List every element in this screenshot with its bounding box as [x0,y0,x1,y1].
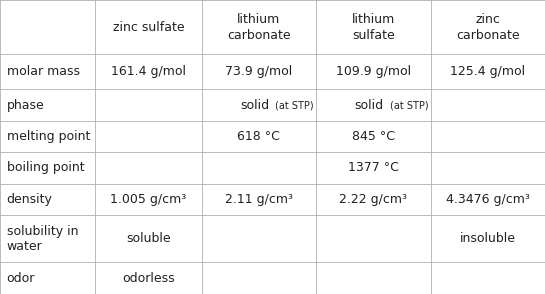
Text: (at STP): (at STP) [275,100,314,110]
Text: lithium
carbonate: lithium carbonate [227,13,290,42]
Text: odorless: odorless [122,272,175,285]
Text: 73.9 g/mol: 73.9 g/mol [225,65,293,78]
Text: soluble: soluble [126,232,171,245]
Text: density: density [7,193,52,206]
Text: lithium
sulfate: lithium sulfate [352,13,395,42]
Text: 4.3476 g/cm³: 4.3476 g/cm³ [446,193,530,206]
Text: boiling point: boiling point [7,161,84,175]
Text: 125.4 g/mol: 125.4 g/mol [450,65,525,78]
Text: 2.11 g/cm³: 2.11 g/cm³ [225,193,293,206]
Text: (at STP): (at STP) [390,100,428,110]
Text: odor: odor [7,272,35,285]
Text: solid: solid [354,98,383,111]
Text: 845 °C: 845 °C [352,130,395,143]
Text: 2.22 g/cm³: 2.22 g/cm³ [340,193,407,206]
Text: 109.9 g/mol: 109.9 g/mol [336,65,411,78]
Text: 1.005 g/cm³: 1.005 g/cm³ [111,193,186,206]
Text: phase: phase [7,98,44,111]
Text: solubility in
water: solubility in water [7,225,78,253]
Text: zinc
carbonate: zinc carbonate [456,13,519,42]
Text: zinc sulfate: zinc sulfate [113,21,184,34]
Text: 161.4 g/mol: 161.4 g/mol [111,65,186,78]
Text: melting point: melting point [7,130,90,143]
Text: molar mass: molar mass [7,65,80,78]
Text: 1377 °C: 1377 °C [348,161,399,175]
Text: 618 °C: 618 °C [238,130,280,143]
Text: insoluble: insoluble [460,232,516,245]
Text: solid: solid [240,98,269,111]
